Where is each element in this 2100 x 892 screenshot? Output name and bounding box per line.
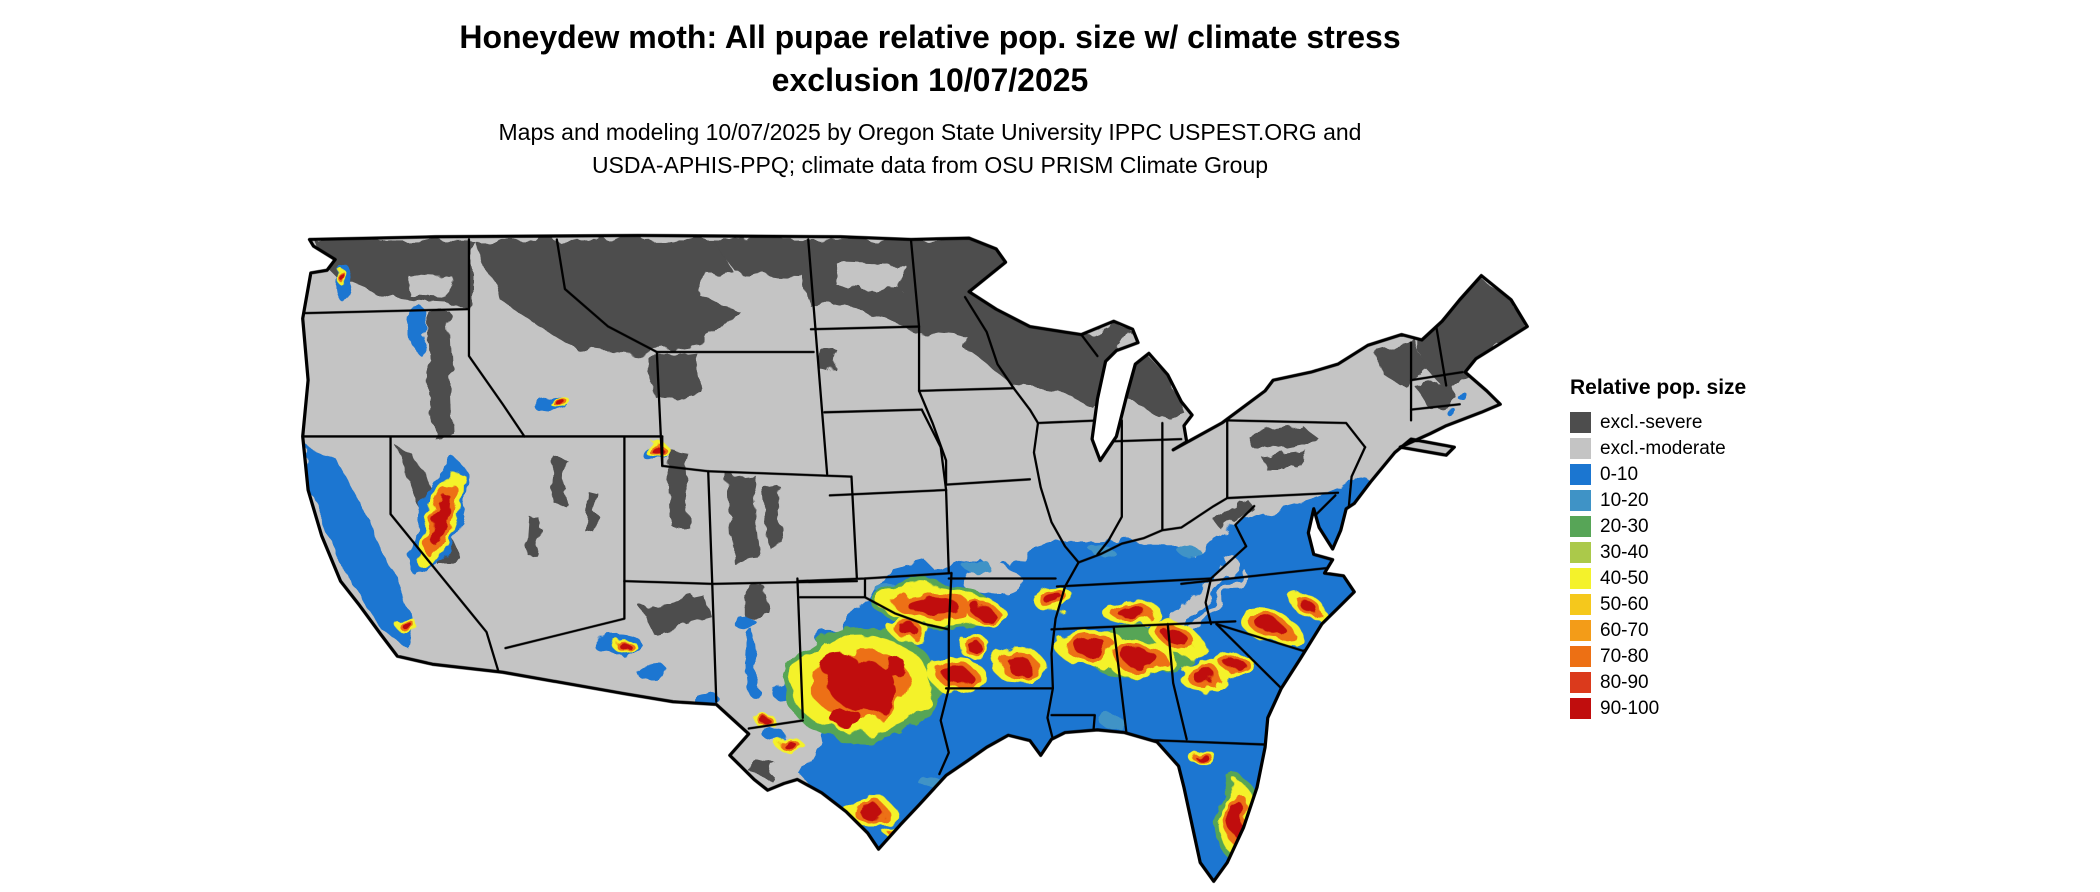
legend-item: 10-20 [1570,490,1746,511]
legend-swatch [1570,620,1591,641]
legend-item: 20-30 [1570,516,1746,537]
legend-label: 0-10 [1600,463,1639,485]
legend-swatch [1570,542,1591,563]
legend-swatch [1570,646,1591,667]
map-attribution: Maps and modeling 10/07/2025 by Oregon S… [260,116,1600,182]
legend-item: 60-70 [1570,620,1746,641]
legend-label: excl.-severe [1600,411,1703,433]
legend-swatch [1570,516,1591,537]
legend-label: 90-100 [1600,697,1660,719]
legend-label: 50-60 [1600,593,1649,615]
legend-item: 30-40 [1570,542,1746,563]
map-header: Honeydew moth: All pupae relative pop. s… [260,16,1600,182]
legend-swatch [1570,594,1591,615]
legend-item: 90-100 [1570,698,1746,719]
layer-severe [313,236,1525,780]
legend-item: excl.-moderate [1570,438,1746,459]
legend-swatch [1570,438,1591,459]
subtitle-line-1: Maps and modeling 10/07/2025 by Oregon S… [498,119,1362,145]
title-line-2: exclusion 10/07/2025 [771,62,1089,98]
legend-swatch [1570,490,1591,511]
subtitle-line-2: USDA-APHIS-PPQ; climate data from OSU PR… [591,152,1269,178]
legend-item: 40-50 [1570,568,1746,589]
legend-label: 20-30 [1600,515,1649,537]
state-borders [302,238,1464,776]
layer-gray-ridges [962,557,1247,639]
legend-label: excl.-moderate [1600,437,1726,459]
legend-label: 30-40 [1600,541,1649,563]
legend: Relative pop. size excl.-severe excl.-mod… [1570,376,1746,724]
legend-item: 70-80 [1570,646,1746,667]
legend-item: 0-10 [1570,464,1746,485]
legend-label: 70-80 [1600,645,1649,667]
us-map [300,222,1530,892]
legend-swatch [1570,464,1591,485]
us-map-svg [301,233,1529,883]
title-line-1: Honeydew moth: All pupae relative pop. s… [459,19,1401,55]
page-title: Honeydew moth: All pupae relative pop. s… [260,16,1600,102]
legend-item: 80-90 [1570,672,1746,693]
legend-title: Relative pop. size [1570,376,1747,399]
legend-swatch [1570,672,1591,693]
layer-moderate-patches [405,262,966,362]
legend-item: excl.-severe [1570,412,1746,433]
legend-swatch [1570,698,1591,719]
legend-swatch [1570,412,1591,433]
layer-red [337,271,1328,837]
legend-item: 50-60 [1570,594,1746,615]
legend-label: 60-70 [1600,619,1649,641]
legend-items: excl.-severe excl.-moderate 0-10 10-20 20-30… [1570,412,1746,719]
legend-label: 10-20 [1600,489,1649,511]
legend-label: 80-90 [1600,671,1649,693]
legend-label: 40-50 [1600,567,1649,589]
legend-swatch [1570,568,1591,589]
